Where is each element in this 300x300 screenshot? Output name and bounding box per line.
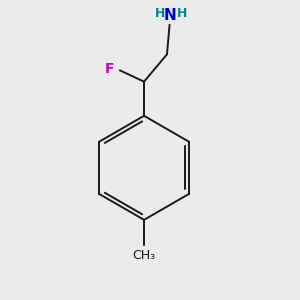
Text: CH₃: CH₃	[133, 249, 156, 262]
Text: H: H	[155, 7, 165, 20]
Text: H: H	[177, 7, 187, 20]
Text: N: N	[163, 8, 176, 23]
Text: F: F	[105, 62, 115, 76]
